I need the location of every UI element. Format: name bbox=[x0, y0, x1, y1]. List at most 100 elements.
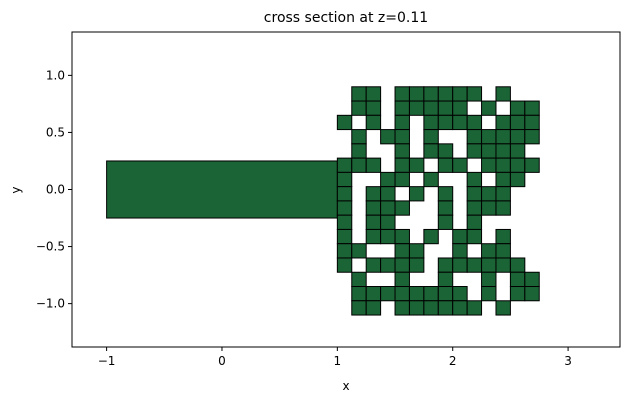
x-tick-label: −1 bbox=[98, 354, 116, 368]
y-tick-label: −1.0 bbox=[36, 297, 65, 311]
pixel-cell bbox=[495, 157, 511, 173]
pixel-cell bbox=[336, 171, 353, 188]
pixel-cell bbox=[509, 143, 526, 159]
pixel-cell bbox=[408, 257, 425, 273]
pixel-cell bbox=[466, 171, 483, 188]
pixel-cell bbox=[394, 157, 410, 173]
pixel-cell bbox=[466, 129, 483, 145]
pixel-cell bbox=[351, 300, 367, 316]
waveguide-rect bbox=[106, 160, 338, 219]
pixel-cell bbox=[423, 171, 439, 188]
pixel-cell bbox=[524, 286, 540, 302]
pixel-cell bbox=[509, 157, 526, 173]
x-tick-label: 1 bbox=[334, 354, 342, 368]
pixel-cell bbox=[423, 286, 439, 302]
pixel-cell bbox=[365, 228, 382, 245]
pixel-cell bbox=[481, 143, 497, 159]
x-tick-label: 3 bbox=[564, 354, 572, 368]
pixel-cell bbox=[336, 186, 353, 202]
pixel-cell bbox=[351, 157, 367, 173]
pixel-cell bbox=[452, 257, 468, 273]
pixel-cell bbox=[437, 214, 454, 230]
pixel-cell bbox=[481, 100, 497, 116]
pixel-cell bbox=[336, 200, 353, 216]
pixel-cell bbox=[351, 100, 367, 116]
pixel-cell bbox=[437, 200, 454, 216]
pixel-cell bbox=[351, 143, 367, 159]
pixel-cell bbox=[466, 300, 483, 316]
pixel-cell bbox=[365, 186, 382, 202]
pixel-cell bbox=[351, 271, 367, 288]
pixel-cell bbox=[394, 228, 410, 245]
pixel-cell bbox=[408, 86, 425, 102]
x-tick-label: 2 bbox=[449, 354, 457, 368]
pixel-cell bbox=[351, 243, 367, 259]
pixel-cell bbox=[452, 114, 468, 131]
pixel-cell bbox=[437, 300, 454, 316]
pixel-cell bbox=[394, 271, 410, 288]
pixel-cell bbox=[509, 171, 526, 188]
pixel-cell bbox=[481, 286, 497, 302]
pixel-cell bbox=[336, 157, 353, 173]
pixel-cell bbox=[380, 286, 396, 302]
pixel-cell bbox=[365, 257, 382, 273]
pixel-cell bbox=[466, 143, 483, 159]
pixel-cell bbox=[365, 114, 382, 131]
pixel-cell bbox=[452, 228, 468, 245]
pixel-cell bbox=[481, 271, 497, 288]
pixel-cell bbox=[524, 129, 540, 145]
pixel-cell bbox=[437, 271, 454, 288]
pixel-cell bbox=[452, 243, 468, 259]
pixel-cell bbox=[452, 157, 468, 173]
chart-title: cross section at z=0.11 bbox=[264, 10, 428, 26]
y-axis: −1.0 −0.5 0.0 0.5 1.0 bbox=[36, 68, 72, 311]
pixel-cell bbox=[481, 186, 497, 202]
pixel-cell bbox=[509, 114, 526, 131]
y-axis-label: y bbox=[9, 186, 23, 193]
pixel-cell bbox=[495, 129, 511, 145]
pixel-cell bbox=[437, 157, 454, 173]
pixel-cell bbox=[437, 186, 454, 202]
pixel-cell bbox=[380, 214, 396, 230]
pixel-cell bbox=[365, 157, 382, 173]
pixel-cell bbox=[394, 114, 410, 131]
pixel-cell bbox=[481, 243, 497, 259]
pixel-cell bbox=[394, 100, 410, 116]
pixel-cell bbox=[495, 243, 511, 259]
pixel-cell bbox=[365, 200, 382, 216]
pixel-cell bbox=[524, 114, 540, 131]
pixel-cell bbox=[481, 129, 497, 145]
pixel-cell bbox=[437, 114, 454, 131]
pixel-cell bbox=[365, 300, 382, 316]
pixel-cell bbox=[495, 257, 511, 273]
pixel-cell bbox=[380, 200, 396, 216]
pixel-cell bbox=[351, 286, 367, 302]
pixel-cell bbox=[394, 300, 410, 316]
pixel-cell bbox=[481, 157, 497, 173]
x-tick-label: 0 bbox=[218, 354, 226, 368]
pixel-cell bbox=[394, 200, 410, 216]
pixel-cell bbox=[509, 100, 526, 116]
pixel-cell bbox=[437, 100, 454, 116]
pixel-cell bbox=[423, 143, 439, 159]
pixel-layer bbox=[336, 86, 540, 316]
pixel-cell bbox=[452, 286, 468, 302]
pixel-cell bbox=[394, 143, 410, 159]
waveguide-layer bbox=[106, 160, 338, 219]
y-tick-label: 0.0 bbox=[46, 183, 65, 197]
pixel-cell bbox=[495, 228, 511, 245]
pixel-cell bbox=[495, 86, 511, 102]
pixel-cell bbox=[408, 286, 425, 302]
pixel-cell bbox=[423, 129, 439, 145]
pixel-cell bbox=[394, 257, 410, 273]
pixel-cell bbox=[466, 228, 483, 245]
pixel-cell bbox=[380, 129, 396, 145]
pixel-cell bbox=[437, 143, 454, 159]
pixel-cell bbox=[394, 286, 410, 302]
pixel-cell bbox=[351, 129, 367, 145]
x-axis-label: x bbox=[342, 379, 349, 393]
pixel-cell bbox=[380, 186, 396, 202]
pixel-cell bbox=[408, 100, 425, 116]
pixel-cell bbox=[466, 200, 483, 216]
